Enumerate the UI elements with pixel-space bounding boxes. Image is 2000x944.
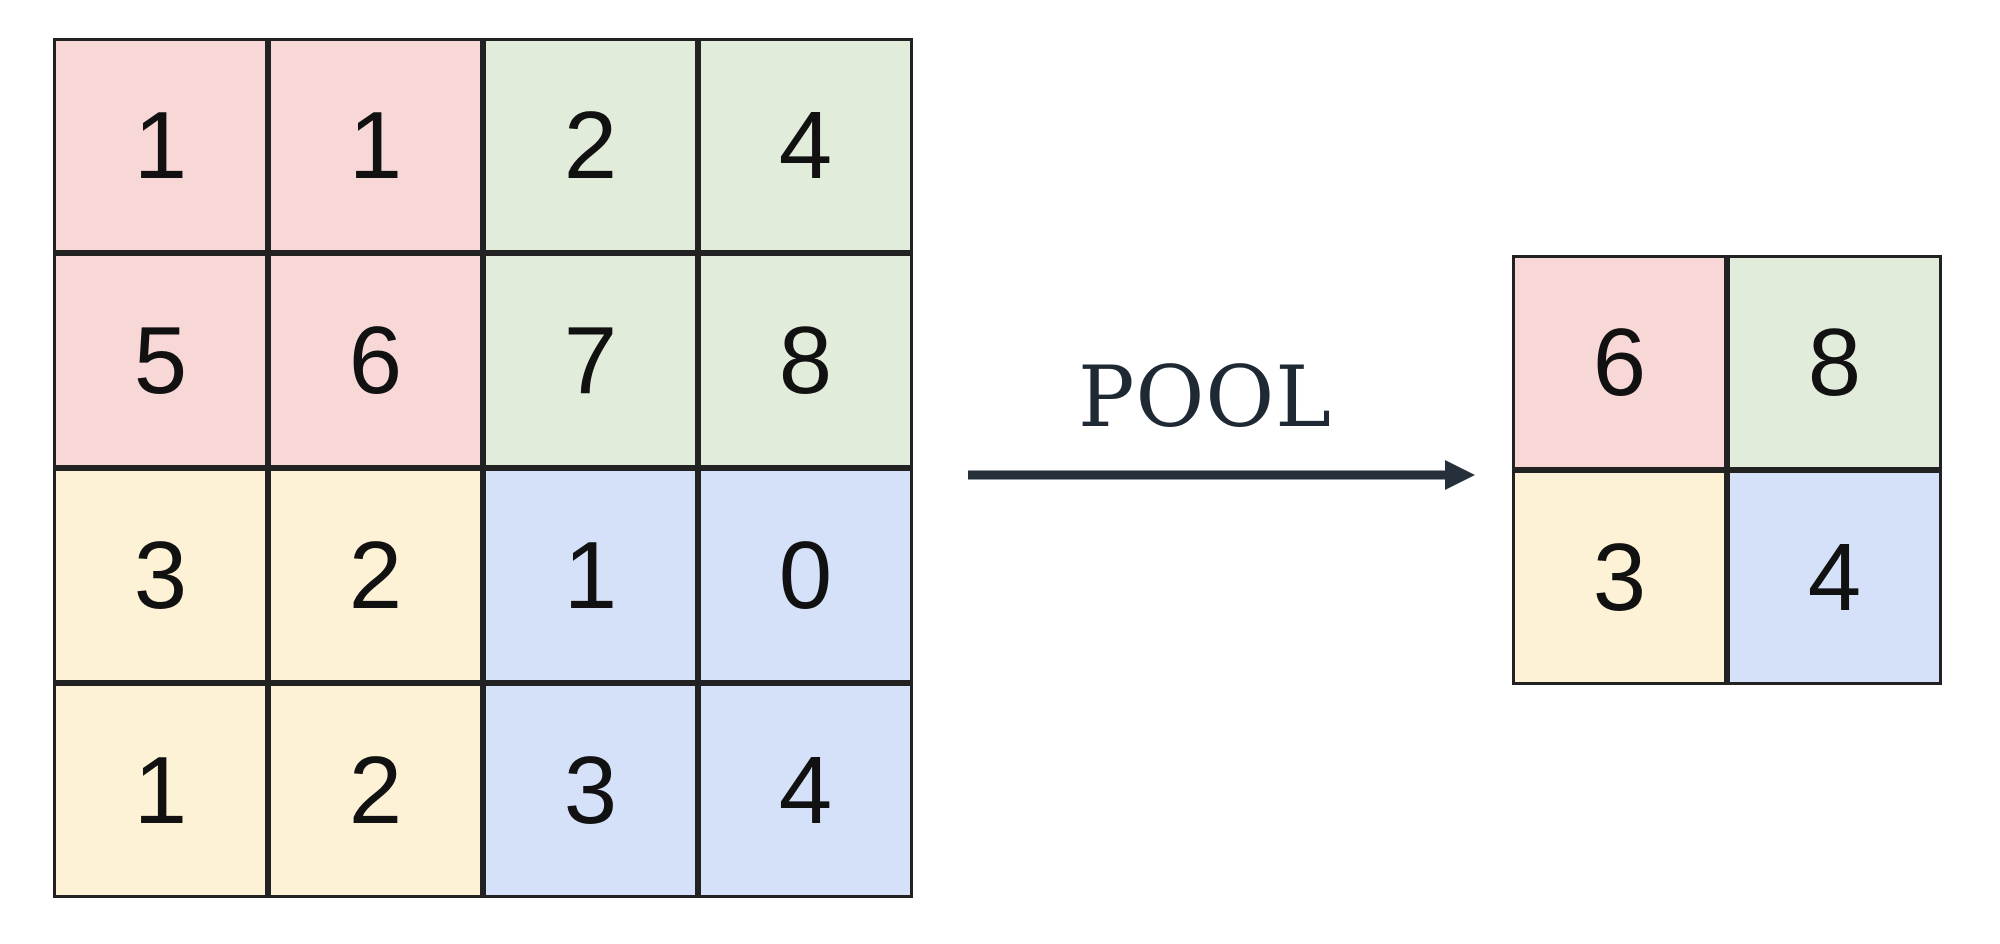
output-cell: 6 [1512, 255, 1727, 470]
input-cell: 0 [698, 468, 913, 683]
input-cell: 3 [53, 468, 268, 683]
input-cell: 1 [268, 38, 483, 253]
output-cell: 8 [1727, 255, 1942, 470]
input-cell: 2 [268, 468, 483, 683]
input-cell: 6 [268, 253, 483, 468]
input-cell: 4 [698, 683, 913, 898]
input-cell: 4 [698, 38, 913, 253]
input-cell: 7 [483, 253, 698, 468]
input-cell: 5 [53, 253, 268, 468]
arrow-head [1445, 460, 1475, 490]
pool-label: POOL [1078, 348, 1333, 446]
input-cell: 2 [268, 683, 483, 898]
input-cell: 1 [53, 683, 268, 898]
input-cell: 1 [483, 468, 698, 683]
input-cell: 8 [698, 253, 913, 468]
output-cell: 4 [1727, 470, 1942, 685]
input-feature-map: 1 1 2 4 5 6 7 8 3 2 1 0 1 2 3 4 [53, 38, 916, 901]
pooled-output-map: 6 8 3 4 [1512, 255, 1943, 686]
arrow-right-icon [968, 460, 1475, 490]
input-cell: 2 [483, 38, 698, 253]
input-cell: 1 [53, 38, 268, 253]
input-cell: 3 [483, 683, 698, 898]
output-cell: 3 [1512, 470, 1727, 685]
